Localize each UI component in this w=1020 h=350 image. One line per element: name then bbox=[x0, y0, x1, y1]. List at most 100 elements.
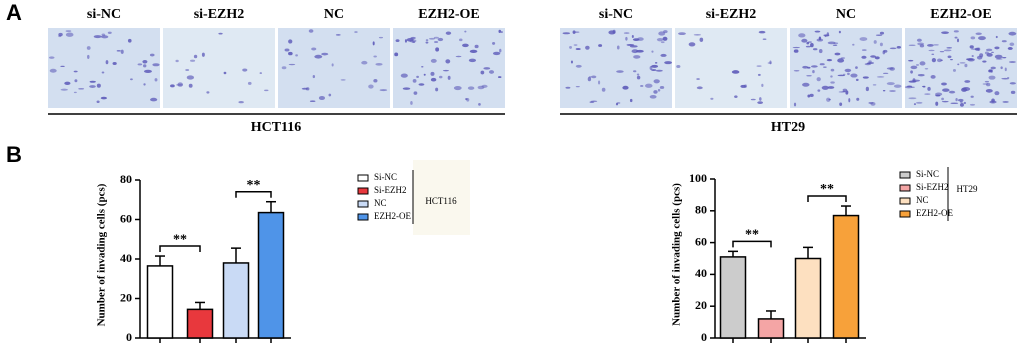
cell-stain bbox=[437, 37, 444, 42]
cell-stain bbox=[625, 36, 628, 41]
cell-stain bbox=[971, 55, 974, 57]
cell-stain bbox=[941, 97, 944, 101]
bar bbox=[186, 308, 214, 339]
cell-stain bbox=[421, 65, 424, 68]
cell-stain bbox=[190, 59, 196, 62]
cell-stain bbox=[78, 88, 85, 90]
cell-stain bbox=[143, 83, 146, 86]
cell-stain bbox=[948, 90, 956, 94]
cell-stain bbox=[218, 32, 223, 35]
cell-stain bbox=[816, 38, 824, 42]
cell-stain bbox=[434, 41, 439, 44]
cell-stain bbox=[430, 58, 437, 63]
cell-stain bbox=[696, 86, 703, 90]
cell-stain bbox=[404, 39, 407, 43]
cell-stain bbox=[1000, 66, 1003, 70]
cell-stain bbox=[447, 75, 451, 80]
cell-stain bbox=[649, 94, 657, 99]
cell-stain bbox=[499, 48, 502, 53]
cell-stain bbox=[953, 30, 959, 33]
cell-stain bbox=[616, 45, 620, 50]
cell-stain bbox=[477, 85, 485, 90]
cell-stain bbox=[373, 78, 378, 83]
cell-stain bbox=[301, 87, 308, 90]
cell-stain bbox=[331, 63, 334, 67]
cell-stain bbox=[989, 100, 997, 104]
cell-stain bbox=[478, 103, 481, 106]
cell-stain bbox=[570, 60, 573, 64]
cell-stain bbox=[637, 37, 644, 41]
cell-stain bbox=[142, 60, 148, 64]
cell-stain bbox=[952, 68, 956, 72]
cell-stain bbox=[73, 91, 77, 94]
cell-stain bbox=[425, 39, 429, 42]
legend-swatch bbox=[899, 171, 911, 179]
legend-label: Si-EZH2 bbox=[374, 185, 407, 195]
cell-stain bbox=[598, 80, 601, 85]
cell-stain bbox=[988, 75, 996, 80]
cell-stain bbox=[335, 34, 341, 36]
cell-stain bbox=[74, 79, 78, 83]
cell-stain bbox=[651, 64, 659, 68]
cell-stain bbox=[107, 31, 112, 34]
cell-stain bbox=[492, 51, 501, 56]
cell-stain bbox=[975, 32, 982, 36]
cell-stain bbox=[915, 64, 920, 66]
cell-stain bbox=[875, 34, 883, 37]
cell-stain bbox=[311, 47, 317, 51]
cell-stain bbox=[982, 60, 987, 63]
cell-stain bbox=[64, 81, 71, 85]
bar bbox=[757, 318, 785, 339]
cell-stain bbox=[498, 29, 502, 34]
cell-stain bbox=[105, 60, 109, 65]
cell-stain bbox=[939, 51, 945, 53]
cell-stain bbox=[170, 84, 175, 88]
significance-label: ** bbox=[745, 228, 759, 243]
y-tick-label: 60 bbox=[120, 211, 132, 225]
cell-stain bbox=[964, 80, 971, 83]
cell-stain bbox=[696, 78, 700, 80]
cell-stain bbox=[264, 89, 269, 92]
cell-stain bbox=[89, 80, 96, 83]
cell-stain bbox=[908, 59, 914, 62]
cell-stain bbox=[636, 75, 641, 80]
cell-stain bbox=[805, 45, 811, 48]
cell-stain bbox=[985, 88, 993, 93]
image-label: EZH2-OE bbox=[930, 7, 991, 22]
bar bbox=[719, 256, 747, 339]
cell-stain bbox=[143, 64, 147, 68]
cell-stain bbox=[827, 41, 836, 45]
cell-stain bbox=[930, 75, 936, 79]
cell-stain bbox=[870, 102, 876, 106]
cell-stain bbox=[678, 32, 686, 36]
cell-stain bbox=[994, 91, 1000, 96]
cell-stain bbox=[1007, 76, 1010, 79]
image-label: si-NC bbox=[87, 7, 121, 22]
cell-stain bbox=[206, 91, 210, 94]
cell-stain bbox=[663, 30, 668, 34]
cell-stain bbox=[982, 83, 989, 85]
cell-stain bbox=[826, 97, 831, 102]
cell-stain bbox=[995, 35, 998, 39]
cell-stain bbox=[868, 60, 872, 63]
cell-stain bbox=[937, 58, 942, 63]
significance-bracket bbox=[732, 240, 772, 248]
cell-stain bbox=[500, 31, 503, 34]
cell-stain bbox=[492, 41, 496, 45]
cell-stain bbox=[622, 85, 629, 90]
cell-stain bbox=[400, 73, 408, 78]
cell-stain bbox=[1010, 90, 1016, 94]
significance-bracket bbox=[807, 195, 847, 203]
cell-stain bbox=[740, 84, 747, 88]
cell-stain bbox=[792, 46, 801, 49]
cell-stain bbox=[995, 58, 1003, 60]
cell-stain bbox=[631, 34, 634, 39]
cell-stain bbox=[466, 97, 470, 102]
cell-stain bbox=[89, 85, 96, 88]
cell-stain bbox=[941, 100, 949, 103]
bar bbox=[794, 257, 822, 339]
cell-stain bbox=[801, 38, 808, 43]
cell-stain bbox=[867, 62, 875, 64]
cell-stain bbox=[428, 37, 436, 40]
cell-stain bbox=[949, 58, 953, 61]
